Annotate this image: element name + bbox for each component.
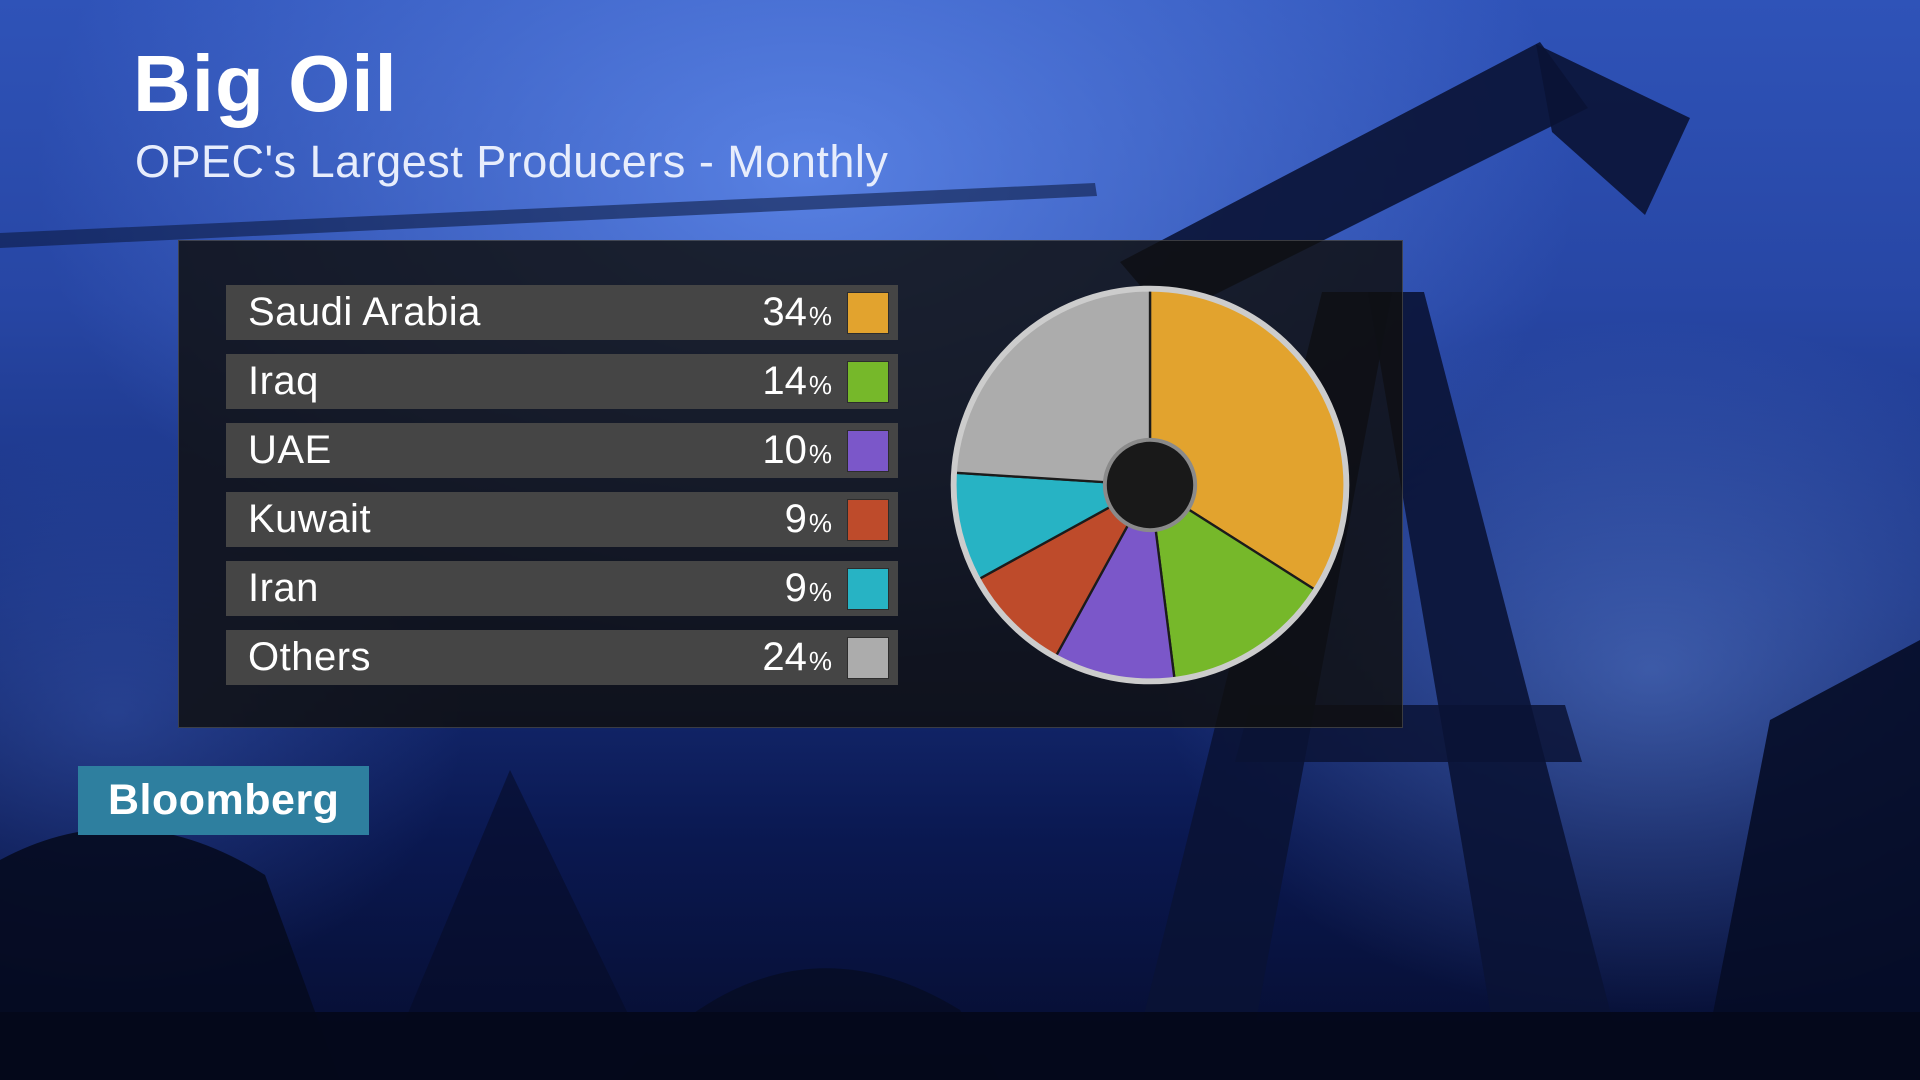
bloomberg-logo-text: Bloomberg: [108, 776, 340, 824]
legend-label: UAE: [248, 428, 332, 472]
legend-swatch: [847, 567, 889, 610]
page-title: Big Oil: [133, 39, 398, 128]
page-subtitle: OPEC's Largest Producers - Monthly: [135, 136, 889, 187]
pie-outline: [950, 285, 1350, 685]
legend-row-iraq: Iraq 14%: [226, 354, 898, 409]
bloomberg-logo: Bloomberg: [78, 766, 370, 835]
legend-row-saudi-arabia: Saudi Arabia 34%: [226, 285, 898, 340]
pie-donut-hole: [1102, 437, 1198, 533]
legend-row-others: Others 24%: [226, 630, 898, 685]
headline-block: Big Oil OPEC's Largest Producers - Month…: [133, 42, 888, 188]
legend-row-iran: Iran 9%: [226, 561, 898, 616]
legend-swatch: [847, 291, 889, 334]
legend-row-uae: UAE 10%: [226, 423, 898, 478]
pie-svg: [950, 285, 1350, 685]
legend-label: Others: [248, 635, 372, 679]
legend-label: Saudi Arabia: [248, 290, 481, 334]
legend-swatch: [847, 636, 889, 679]
legend-value: 14%: [762, 359, 832, 403]
legend-table: Saudi Arabia 34% Iraq 14% UAE 10% Kuwait 9% Iran…: [226, 285, 898, 727]
legend-label: Kuwait: [248, 497, 372, 541]
legend-value: 10%: [762, 428, 832, 472]
legend-swatch: [847, 360, 889, 403]
legend-value: 34%: [762, 290, 832, 334]
legend-swatch: [847, 498, 889, 541]
legend-swatch: [847, 429, 889, 472]
legend-value: 24%: [762, 635, 832, 679]
legend-row-kuwait: Kuwait 9%: [226, 492, 898, 547]
pie-chart: [898, 241, 1402, 727]
legend-label: Iraq: [248, 359, 319, 403]
legend-value: 9%: [784, 566, 832, 610]
chart-panel: Saudi Arabia 34% Iraq 14% UAE 10% Kuwait 9% Iran…: [178, 240, 1403, 728]
legend-value: 9%: [784, 497, 832, 541]
legend-label: Iran: [248, 566, 319, 610]
